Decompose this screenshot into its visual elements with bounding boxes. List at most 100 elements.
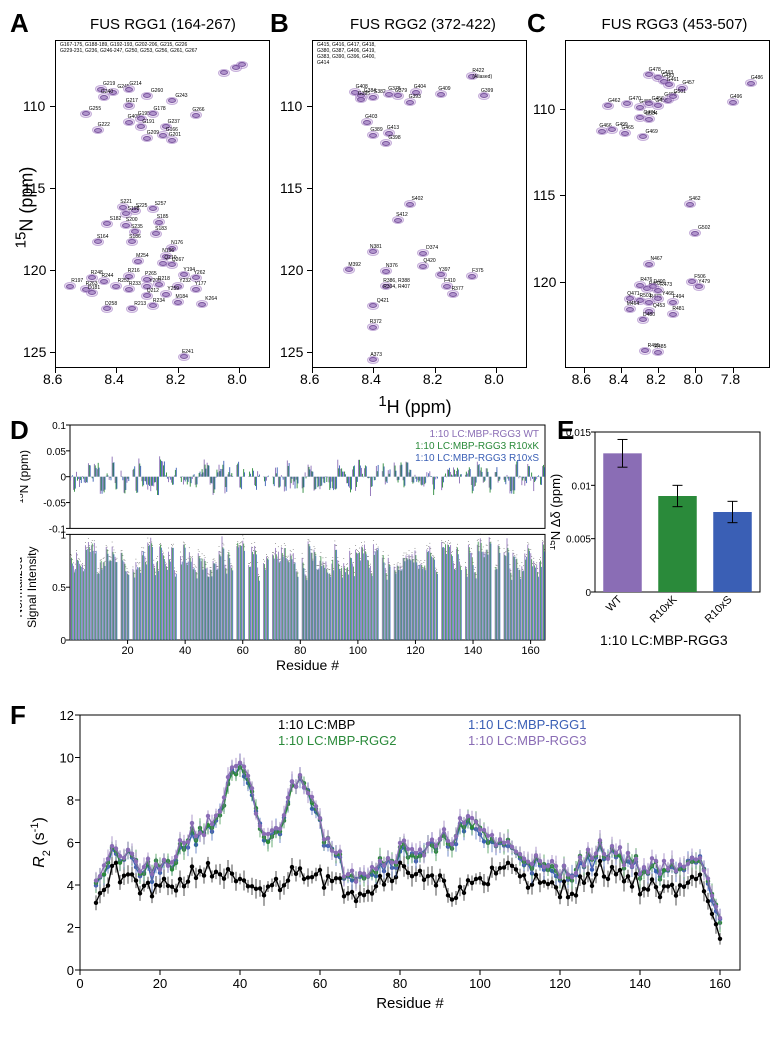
x-tick: 8.2 (423, 371, 442, 387)
peak-label: S164 (97, 234, 109, 240)
nmr-peak (88, 290, 96, 295)
peak-label: S221 (120, 199, 132, 205)
peak-label: G404 (414, 84, 426, 90)
svg-text:1: 1 (60, 530, 66, 541)
peak-label: G255 (89, 106, 101, 112)
nmr-peak (747, 81, 755, 86)
peak-label: R234 (153, 298, 165, 304)
svg-text:1:10 LC:MBP: 1:10 LC:MBP (278, 717, 355, 732)
svg-text:R2 (s-1): R2 (s-1) (30, 817, 53, 868)
x-tick: 8.2 (166, 371, 185, 387)
nmr-peak (729, 100, 737, 105)
peak-label: G240 (101, 89, 113, 95)
peak-label: G409 (438, 86, 450, 92)
nmr-peak (468, 274, 476, 279)
nmr-peak (174, 300, 182, 305)
nmr-peak (180, 272, 188, 277)
svg-text:15N Δδ (ppm): 15N Δδ (ppm) (550, 474, 563, 551)
svg-text:-0.05: -0.05 (43, 499, 66, 510)
peak-label: R233 (129, 281, 141, 287)
nmr-peak (645, 117, 653, 122)
y-tick: 125 (280, 344, 303, 360)
nmr-peak (669, 300, 677, 305)
nmr-peak (363, 120, 371, 125)
peak-label: S185 (157, 214, 169, 220)
nmr-peak (645, 262, 653, 267)
svg-text:NormalizedSignal Intensity: NormalizedSignal Intensity (20, 547, 39, 628)
y-tick: 110 (280, 98, 302, 114)
svg-text:0: 0 (60, 636, 66, 647)
nmr-peak (626, 307, 634, 312)
svg-text:12: 12 (60, 710, 74, 723)
svg-text:40: 40 (233, 976, 247, 991)
svg-text:6: 6 (67, 836, 74, 851)
peak-label: G379 (395, 88, 407, 94)
nmr-peak (134, 259, 142, 264)
peak-label: Q453 (653, 303, 665, 309)
svg-text:1:10 LC:MBP-RGG3: 1:10 LC:MBP-RGG3 (468, 733, 587, 748)
peak-label: R377 (452, 286, 464, 292)
x-tick: 8.2 (646, 371, 665, 387)
panel-f-label: F (10, 700, 26, 731)
nmr-peak (125, 87, 133, 92)
svg-text:40: 40 (179, 645, 191, 657)
peak-label: N196 (162, 248, 174, 254)
peak-label: G462 (608, 98, 620, 104)
svg-text:60: 60 (237, 645, 249, 657)
svg-text:8: 8 (67, 793, 74, 808)
svg-text:80: 80 (393, 976, 407, 991)
svg-text:80: 80 (294, 645, 306, 657)
nmr-peak (94, 128, 102, 133)
svg-text:120: 120 (549, 976, 571, 991)
y-tick: 115 (533, 187, 555, 203)
y-tick: 115 (280, 180, 302, 196)
nmr-peak (168, 138, 176, 143)
svg-text:Residue #: Residue # (376, 995, 444, 1012)
peak-label: Q420 (423, 258, 435, 264)
svg-text:140: 140 (629, 976, 651, 991)
peak-label: G502 (698, 225, 710, 231)
nmr-peak (443, 284, 451, 289)
peak-label: G486 (751, 75, 763, 81)
panel-a-title: FUS RGG1 (164-267) (58, 16, 268, 33)
spectra-x-axis-label: 1H (ppm) (370, 393, 460, 418)
svg-text:10: 10 (60, 751, 74, 766)
svg-text:WT: WT (604, 593, 625, 614)
peak-label: M184 (175, 294, 188, 300)
peak-label: R216 (128, 268, 140, 274)
nmr-peak (345, 267, 353, 272)
nmr-peak (100, 95, 108, 100)
y-tick: 125 (23, 344, 46, 360)
nmr-peak (419, 264, 427, 269)
peak-label: G178 (153, 106, 165, 112)
peak-label: F375 (472, 268, 483, 274)
peak-label: G219 (103, 81, 115, 87)
nmr-peak (369, 133, 377, 138)
peak-label: R372 (370, 319, 382, 325)
peak-label: R252 (118, 278, 130, 284)
peak-group-label: G415, G416, G417, G418,G380, G387, G406,… (317, 42, 376, 66)
peak-label: Q471 (627, 291, 639, 297)
nmr-peak (437, 272, 445, 277)
nmr-peak (125, 120, 133, 125)
svg-text:4: 4 (67, 878, 74, 893)
x-tick: 8.6 (572, 371, 591, 387)
peak-label: E241 (182, 349, 194, 355)
peak-label: S235 (131, 224, 143, 230)
peak-label: Y479 (698, 279, 710, 285)
peak-label: G478 (649, 67, 661, 73)
svg-text:0.015: 0.015 (566, 428, 591, 439)
peak-label: G260 (151, 88, 163, 94)
peak-label: D258 (105, 301, 117, 307)
svg-text:2: 2 (67, 921, 74, 936)
svg-text:15N (ppm): 15N (ppm) (20, 450, 31, 503)
x-tick: 8.4 (361, 371, 380, 387)
svg-text:1:10 LC:MBP-RGG3 WT: 1:10 LC:MBP-RGG3 WT (430, 429, 539, 440)
peak-label: D480 (643, 312, 655, 318)
svg-text:1:10 LC:MBP-RGG3 R10xK: 1:10 LC:MBP-RGG3 R10xK (415, 441, 539, 452)
svg-text:Residue #: Residue # (276, 657, 339, 673)
peak-label: Q421 (377, 298, 389, 304)
x-tick: 8.0 (484, 371, 503, 387)
nmr-peak (406, 100, 414, 105)
peak-label: G209 (147, 130, 159, 136)
